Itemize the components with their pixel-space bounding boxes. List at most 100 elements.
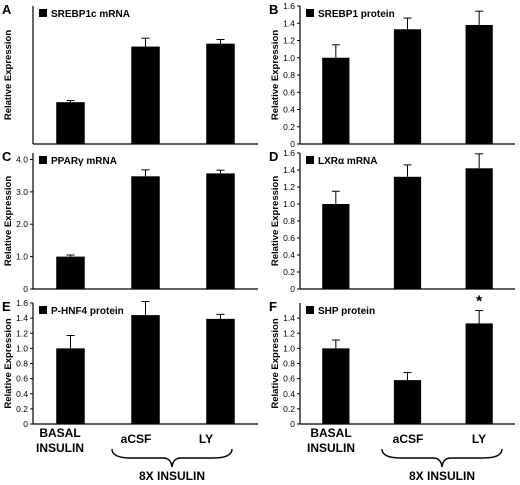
legend-swatch-d bbox=[306, 156, 314, 164]
y-tick-label-f-2: 0.4 bbox=[283, 389, 295, 399]
legend-label-b: SREBP1 protein bbox=[318, 9, 395, 20]
panel-f: F SHP protein Relative Expression 0 0.2 0.4 0.… bbox=[269, 294, 515, 429]
y-tick-label-f-1: 0.2 bbox=[283, 404, 295, 414]
y-tick-label-d-7: 1.4 bbox=[283, 165, 295, 175]
y-tick-label-c-4: 4.0 bbox=[16, 154, 28, 164]
y-tick-label-b-5: 1.0 bbox=[283, 53, 295, 63]
y-axis-title-e: Relative Expression bbox=[3, 318, 14, 408]
bar-b-2 bbox=[465, 24, 493, 145]
panel-a: A SREBP1c mRNA Relative Expression bbox=[2, 2, 258, 145]
y-tick-label-c-2: 2.0 bbox=[16, 219, 28, 229]
panel-label-a: A bbox=[2, 2, 12, 17]
legend-swatch-e bbox=[39, 306, 47, 314]
y-tick-label-c-0: 0 bbox=[23, 284, 28, 294]
y-tick-label-b-8: 1.6 bbox=[283, 1, 295, 11]
legend-label-a: SREBP1c mRNA bbox=[51, 9, 130, 20]
y-tick-label-b-7: 1.4 bbox=[283, 18, 295, 28]
y-tick-label-b-1: 0.2 bbox=[283, 122, 295, 132]
y-tick-label-c-3: 3.0 bbox=[16, 187, 28, 197]
panel-e: E P-HNF4 protein Relative Expression 0 0.2 0.… bbox=[2, 298, 258, 429]
bar-f-0 bbox=[322, 348, 350, 424]
y-tick-label-c-1: 1.0 bbox=[16, 252, 28, 262]
group-brace-right bbox=[381, 448, 503, 468]
bar-b-1 bbox=[393, 29, 422, 145]
y-tick-label-d-4: 0.8 bbox=[283, 216, 295, 226]
panel-label-e: E bbox=[2, 299, 11, 314]
category-label-acsf-right: aCSF bbox=[393, 432, 424, 446]
y-axis-title-a: Relative Expression bbox=[3, 30, 14, 120]
y-tick-label-d-1: 0.2 bbox=[283, 267, 295, 277]
group-label-8x-insulin-left: 8X INSULIN bbox=[139, 469, 205, 483]
group-label-8x-insulin-right: 8X INSULIN bbox=[409, 469, 475, 483]
y-tick-label-b-6: 1.2 bbox=[283, 36, 295, 46]
y-tick-label-f-3: 0.6 bbox=[283, 374, 295, 384]
y-tick-label-e-8: 1.6 bbox=[16, 298, 28, 308]
category-label-acsf-left: aCSF bbox=[121, 432, 152, 446]
bar-f-2 bbox=[465, 323, 493, 424]
y-tick-label-f-0: 0 bbox=[290, 419, 295, 429]
category-label-basal-left-line2: INSULIN bbox=[36, 441, 84, 455]
annotation-f-0: * bbox=[476, 294, 483, 311]
bar-c-1 bbox=[131, 176, 160, 289]
bar-d-1 bbox=[393, 176, 422, 289]
category-label-basal-right-line2: INSULIN bbox=[307, 441, 355, 455]
panel-label-c: C bbox=[2, 149, 12, 164]
panels: A SREBP1c mRNA Relative Expression B SREBP1 … bbox=[2, 1, 515, 429]
bar-e-1 bbox=[131, 315, 160, 424]
category-label-basal-right-line1: BASAL bbox=[310, 426, 351, 440]
bar-d-0 bbox=[322, 204, 350, 289]
legend-label-f: SHP protein bbox=[318, 306, 375, 317]
y-tick-label-e-4: 0.8 bbox=[16, 359, 28, 369]
legend-swatch-b bbox=[306, 9, 314, 17]
y-tick-label-e-7: 1.4 bbox=[16, 313, 28, 323]
panel-label-f: F bbox=[269, 299, 277, 314]
bar-a-0 bbox=[56, 102, 85, 144]
bar-a-1 bbox=[131, 46, 160, 144]
y-tick-label-d-8: 1.6 bbox=[283, 148, 295, 158]
y-tick-label-f-7: 1.4 bbox=[283, 313, 295, 323]
legend-swatch-f bbox=[306, 306, 314, 314]
bar-e-2 bbox=[206, 318, 235, 424]
bottom-labels: BASAL INSULIN aCSF LY 8X INSULIN BASAL I… bbox=[36, 426, 503, 483]
y-tick-label-f-5: 1.0 bbox=[283, 343, 295, 353]
panel-label-d: D bbox=[269, 149, 278, 164]
y-tick-label-e-3: 0.6 bbox=[16, 374, 28, 384]
legend-label-d: LXRα mRNA bbox=[318, 156, 377, 167]
category-label-basal-left-line1: BASAL bbox=[39, 426, 80, 440]
y-tick-label-b-3: 0.6 bbox=[283, 87, 295, 97]
y-tick-label-e-2: 0.4 bbox=[16, 389, 28, 399]
bar-b-0 bbox=[322, 57, 350, 144]
y-tick-label-d-5: 1.0 bbox=[283, 199, 295, 209]
legend-label-e: P-HNF4 protein bbox=[51, 306, 124, 317]
y-axis-title-b: Relative Expression bbox=[270, 30, 281, 120]
y-tick-label-d-3: 0.6 bbox=[283, 233, 295, 243]
category-label-ly-left: LY bbox=[199, 432, 213, 446]
bar-c-2 bbox=[206, 173, 235, 289]
y-tick-label-e-1: 0.2 bbox=[16, 404, 28, 414]
panel-d: D LXRα mRNA Relative Expression 0 0.2 0.4 0.6 0… bbox=[269, 148, 515, 294]
bar-a-2 bbox=[206, 43, 235, 144]
group-brace-left bbox=[111, 448, 233, 468]
legend-swatch-a bbox=[39, 9, 47, 17]
y-axis-title-d: Relative Expression bbox=[270, 176, 281, 266]
y-tick-label-d-0: 0 bbox=[290, 284, 295, 294]
legend-swatch-c bbox=[39, 156, 47, 164]
y-tick-label-d-2: 0.4 bbox=[283, 250, 295, 260]
category-label-ly-right: LY bbox=[472, 432, 486, 446]
legend-label-c: PPARγ mRNA bbox=[51, 156, 117, 167]
y-axis-title-c: Relative Expression bbox=[3, 176, 14, 266]
y-tick-label-b-2: 0.4 bbox=[283, 105, 295, 115]
y-tick-label-e-6: 1.2 bbox=[16, 328, 28, 338]
bar-d-2 bbox=[465, 168, 493, 289]
y-axis-title-f: Relative Expression bbox=[270, 318, 281, 408]
y-tick-label-f-4: 0.8 bbox=[283, 359, 295, 369]
bar-c-0 bbox=[56, 256, 85, 289]
panel-b: B SREBP1 protein Relative Expression 0 0.2 0.… bbox=[269, 1, 515, 149]
y-tick-label-d-6: 1.2 bbox=[283, 182, 295, 192]
bar-e-0 bbox=[56, 348, 85, 424]
y-tick-label-e-0: 0 bbox=[23, 419, 28, 429]
bar-f-1 bbox=[393, 380, 422, 424]
y-tick-label-f-6: 1.2 bbox=[283, 328, 295, 338]
panel-c: C PPARγ mRNA Relative Expression 0 1.0 2.0 3.0… bbox=[2, 149, 258, 294]
